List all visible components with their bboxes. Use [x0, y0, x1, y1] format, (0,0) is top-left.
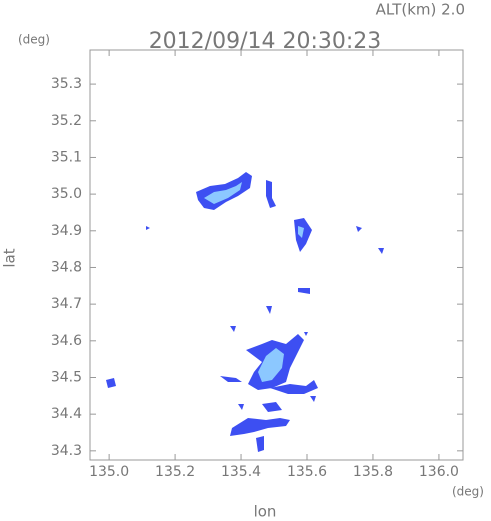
altitude-label: ALT(km) 2.0: [376, 1, 465, 19]
y-tick-label: 34.9: [51, 223, 82, 239]
y-tick-label: 34.6: [51, 333, 82, 349]
y-tick-label: 35.1: [51, 149, 82, 165]
y-tick-label: 35.3: [51, 76, 82, 92]
y-tick-label: 34.5: [51, 369, 82, 385]
y-axis-label: lat: [1, 248, 19, 267]
y-tick-label: 34.7: [51, 296, 82, 312]
x-tick-label: 136.0: [419, 464, 459, 480]
x-tick-label: 135.0: [89, 464, 129, 480]
y-tick-label: 34.3: [51, 443, 82, 459]
x-tick-label: 135.2: [155, 464, 195, 480]
x-tick-label: 135.4: [221, 464, 261, 480]
y-tick-label: 35.2: [51, 113, 82, 129]
y-tick-label: 35.0: [51, 186, 82, 202]
x-tick-label: 135.6: [287, 464, 327, 480]
y-tick-label: 34.4: [51, 406, 82, 422]
radar-echoes: [106, 172, 384, 452]
plot-frame: [89, 49, 464, 461]
x-unit: (deg): [452, 485, 484, 499]
y-tick-label: 34.8: [51, 259, 82, 275]
x-axis-label: lon: [254, 503, 277, 521]
x-tick-label: 135.8: [353, 464, 393, 480]
y-unit: (deg): [18, 33, 50, 47]
